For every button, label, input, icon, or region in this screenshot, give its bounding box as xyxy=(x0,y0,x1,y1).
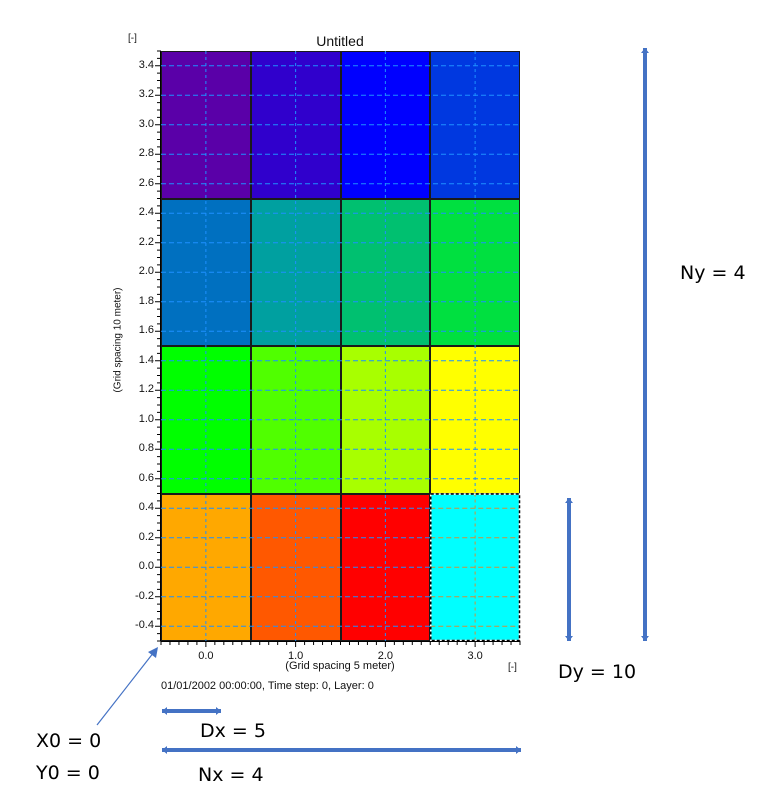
y-tick-label: 3.0 xyxy=(138,117,154,130)
x-tick-label: 3.0 xyxy=(467,650,483,662)
y-tick-label: 1.4 xyxy=(138,353,154,366)
annotation-dy: Dy = 10 xyxy=(558,661,637,683)
x-unit-label: [-] xyxy=(508,662,517,673)
y-tick-label: 2.6 xyxy=(138,176,154,189)
annotation-x0: X0 = 0 xyxy=(36,730,102,752)
y-tick-label: 2.8 xyxy=(138,147,154,160)
y-tick-label: 0.4 xyxy=(138,501,154,514)
y-tick-label: 0.2 xyxy=(138,530,154,543)
annotation-ny: Ny = 4 xyxy=(680,262,746,284)
annotation-dx: Dx = 5 xyxy=(200,720,266,742)
nx-arrow xyxy=(162,746,521,754)
annotation-y0: Y0 = 0 xyxy=(36,762,100,784)
y-unit-label: [-] xyxy=(128,33,137,44)
ny-arrow xyxy=(641,48,649,641)
x-tick-label: 0.0 xyxy=(198,650,214,662)
chart-title: Untitled xyxy=(316,33,364,49)
y-tick-label: 0.8 xyxy=(138,442,154,455)
dx-arrow xyxy=(162,707,221,715)
status-text: 01/01/2002 00:00:00, Time step: 0, Layer… xyxy=(161,680,374,692)
y-tick-label: -0.4 xyxy=(135,619,154,632)
y-tick-label: 2.4 xyxy=(138,206,154,219)
dy-arrow xyxy=(565,498,573,641)
y-tick-label: 1.2 xyxy=(138,383,154,396)
y-tick-label: 0.0 xyxy=(138,560,154,573)
y-tick-label: 0.6 xyxy=(138,471,154,484)
y-tick-label: 2.2 xyxy=(138,235,154,248)
x-tick-label: 1.0 xyxy=(287,650,304,662)
origin-pointer-arrow xyxy=(96,647,158,726)
y-axis-label: (Grid spacing 10 meter) xyxy=(112,287,124,393)
y-tick-label: 1.8 xyxy=(138,294,154,307)
y-tick-label: 2.0 xyxy=(138,265,154,278)
y-tick-label: 1.0 xyxy=(138,412,154,425)
y-tick-label: -0.2 xyxy=(135,589,154,602)
y-tick-label: 3.2 xyxy=(138,88,154,101)
x-axis-label: (Grid spacing 5 meter) xyxy=(285,660,395,672)
y-tick-label: 3.4 xyxy=(138,58,154,71)
annotation-nx: Nx = 4 xyxy=(198,764,264,786)
y-tick-label: 1.6 xyxy=(138,324,154,337)
x-tick-label: 2.0 xyxy=(377,650,394,662)
